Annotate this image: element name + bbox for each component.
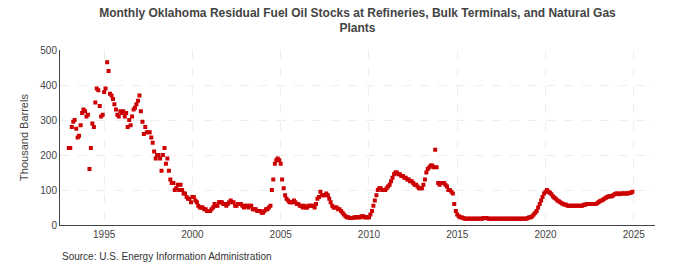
svg-text:300: 300 bbox=[40, 115, 57, 126]
svg-text:1995: 1995 bbox=[93, 229, 116, 240]
svg-text:2010: 2010 bbox=[358, 229, 381, 240]
svg-text:2005: 2005 bbox=[270, 229, 293, 240]
svg-text:200: 200 bbox=[40, 150, 57, 161]
svg-text:2020: 2020 bbox=[534, 229, 557, 240]
svg-text:2015: 2015 bbox=[446, 229, 469, 240]
svg-text:2025: 2025 bbox=[623, 229, 646, 240]
svg-text:500: 500 bbox=[40, 45, 57, 56]
svg-text:0: 0 bbox=[51, 220, 57, 231]
svg-text:Monthly Oklahoma Residual Fuel: Monthly Oklahoma Residual Fuel Oil Stock… bbox=[99, 6, 616, 36]
svg-text:400: 400 bbox=[40, 80, 57, 91]
svg-text:Source: U.S. Energy Informatio: Source: U.S. Energy Information Administ… bbox=[62, 251, 272, 262]
svg-text:100: 100 bbox=[40, 185, 57, 196]
svg-text:2000: 2000 bbox=[181, 229, 204, 240]
svg-text:Thousand Barrels: Thousand Barrels bbox=[18, 94, 30, 181]
